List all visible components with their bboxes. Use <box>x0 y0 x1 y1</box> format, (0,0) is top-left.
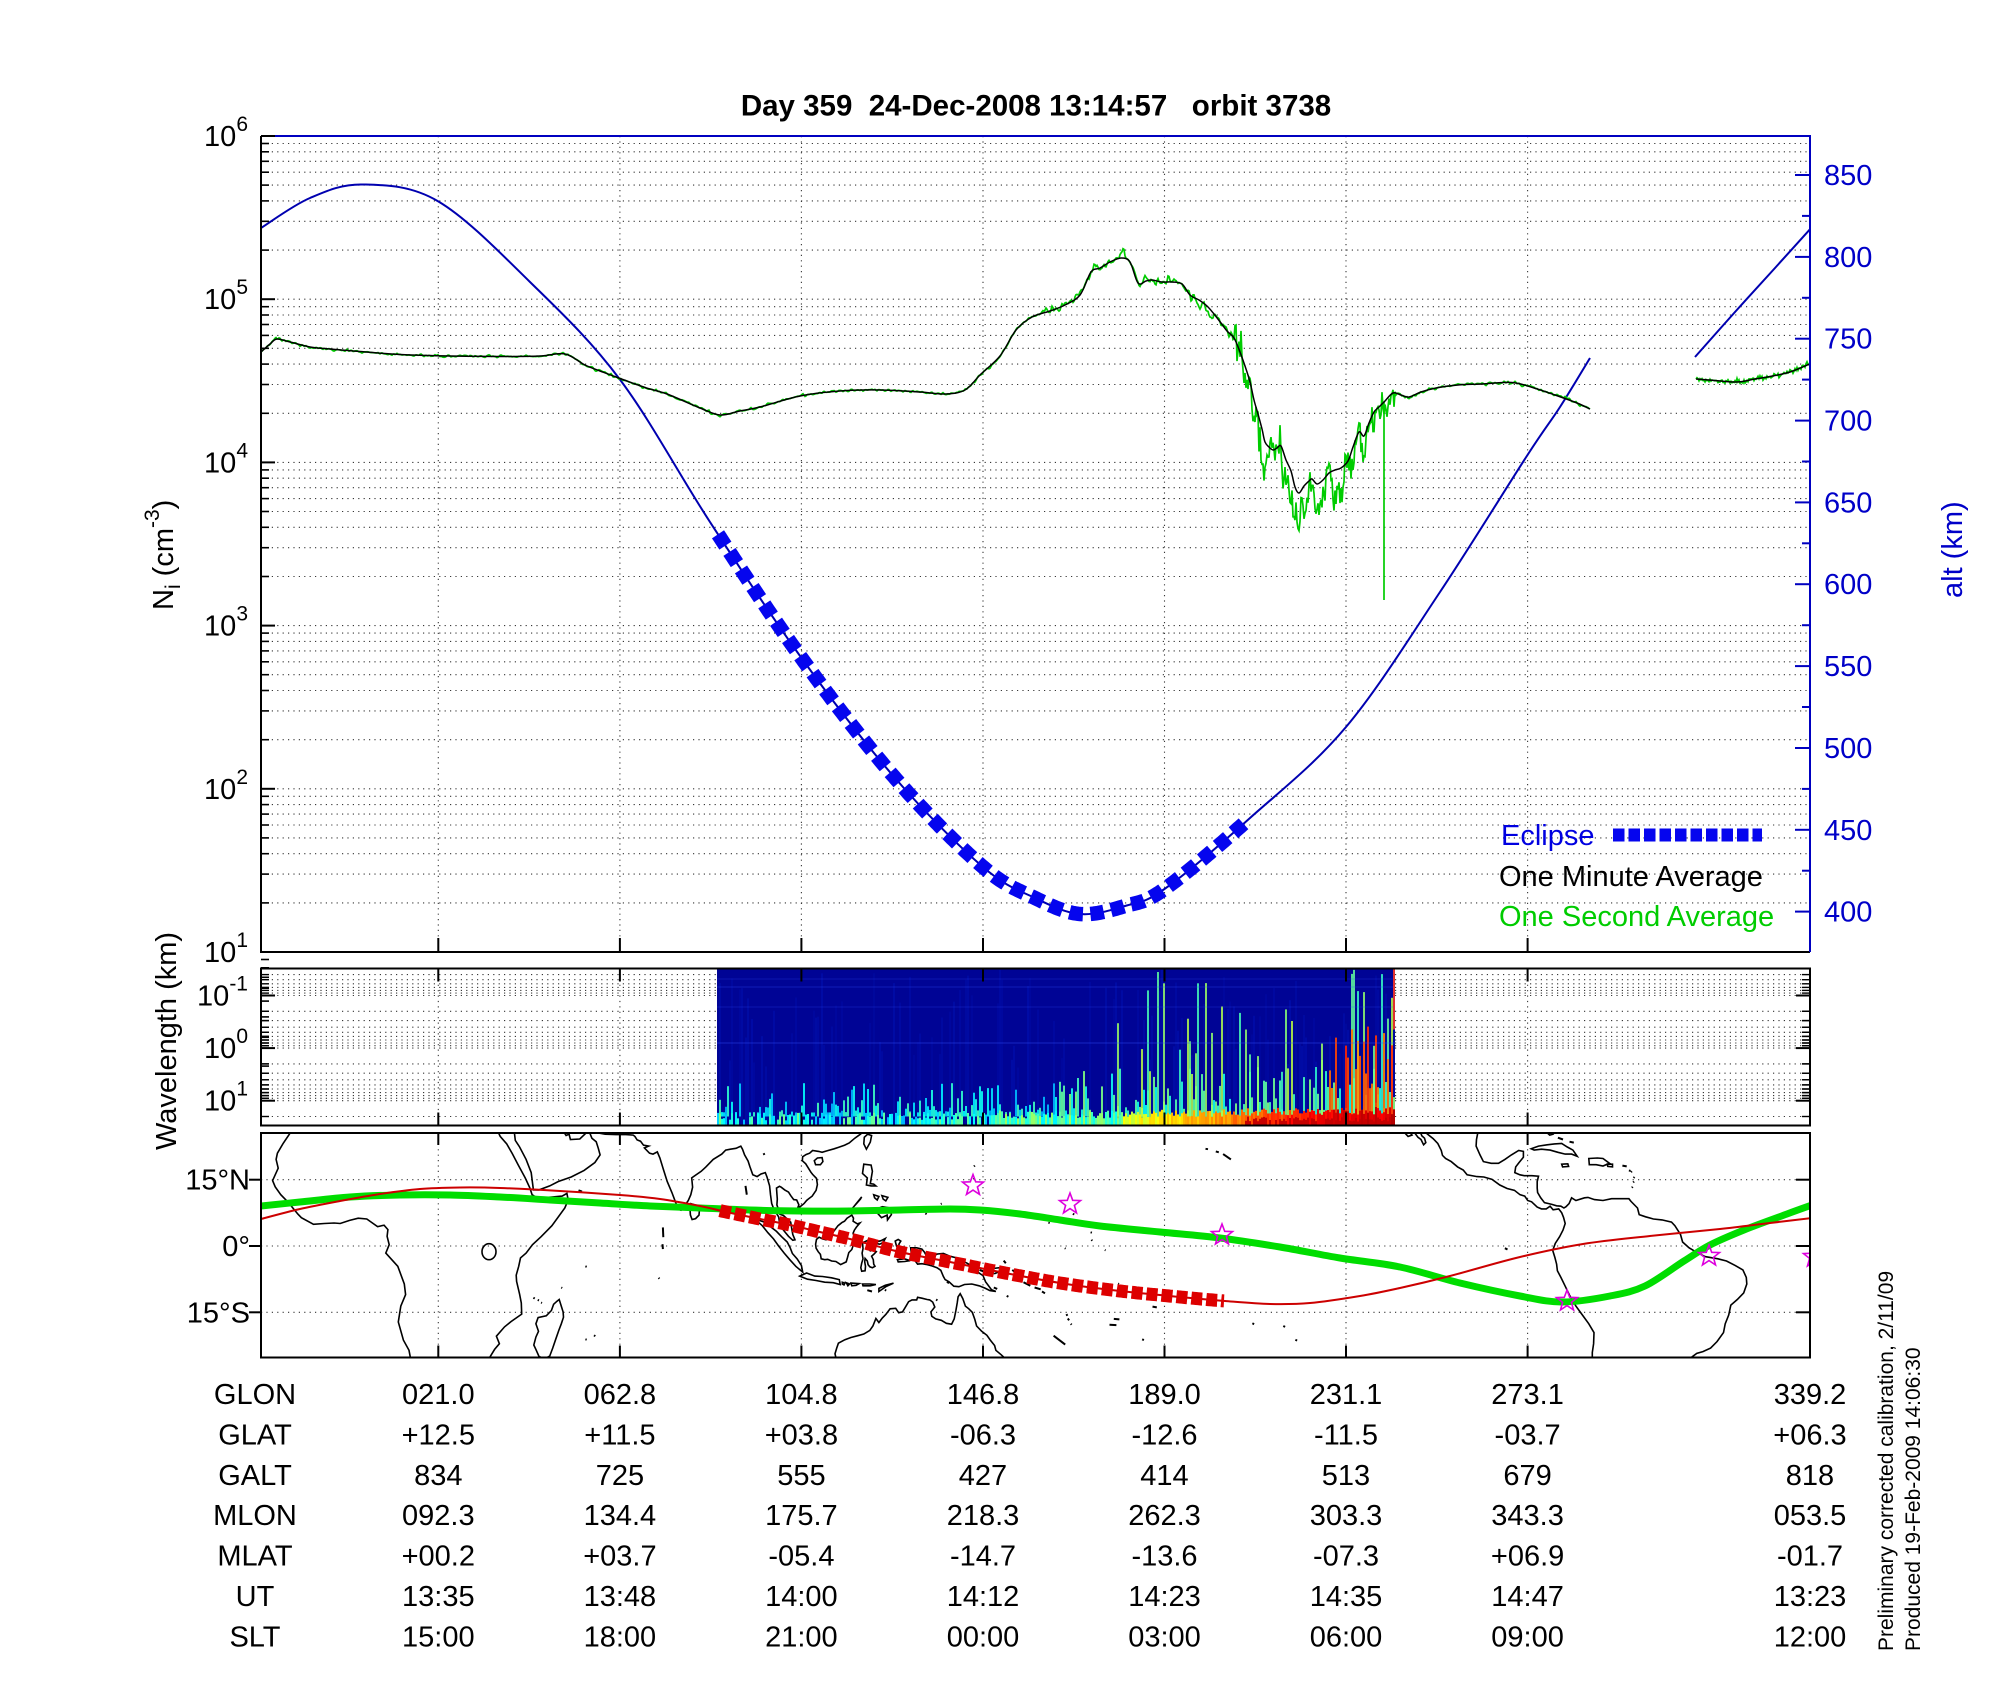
svg-text:Day 359 24-Dec-2008 13:14:57: Day 359 24-Dec-2008 13:14:57 orbit 3738 <box>741 90 1331 123</box>
svg-text:427: 427 <box>959 1460 1007 1492</box>
svg-text:SLT: SLT <box>229 1621 280 1653</box>
svg-text:-05.4: -05.4 <box>768 1541 834 1573</box>
svg-text:One Second Average: One Second Average <box>1499 901 1774 933</box>
svg-text:-06.3: -06.3 <box>950 1419 1016 1451</box>
svg-text:834: 834 <box>414 1460 462 1492</box>
svg-text:+03.7: +03.7 <box>583 1541 656 1573</box>
svg-text:Eclipse: Eclipse <box>1501 820 1595 852</box>
svg-text:850: 850 <box>1824 160 1872 192</box>
svg-text:0°: 0° <box>222 1231 250 1263</box>
svg-text:15°S: 15°S <box>187 1297 250 1329</box>
svg-text:134.4: 134.4 <box>584 1500 657 1532</box>
svg-text:650: 650 <box>1824 487 1872 519</box>
svg-text:062.8: 062.8 <box>584 1379 657 1411</box>
svg-text:13:48: 13:48 <box>584 1581 657 1613</box>
svg-text:14:00: 14:00 <box>765 1581 838 1613</box>
svg-text:MLON: MLON <box>213 1500 297 1532</box>
svg-text:15°N: 15°N <box>185 1165 250 1197</box>
svg-text:GLON: GLON <box>214 1379 296 1411</box>
svg-text:+03.8: +03.8 <box>765 1419 838 1451</box>
svg-text:+11.5: +11.5 <box>584 1419 655 1451</box>
svg-text:15:00: 15:00 <box>402 1621 475 1653</box>
svg-text:18:00: 18:00 <box>584 1621 657 1653</box>
svg-text:MLAT: MLAT <box>217 1541 292 1573</box>
svg-text:262.3: 262.3 <box>1128 1500 1201 1532</box>
svg-text:104.8: 104.8 <box>765 1379 838 1411</box>
svg-text:500: 500 <box>1824 733 1872 765</box>
svg-text:725: 725 <box>596 1460 644 1492</box>
svg-text:700: 700 <box>1824 406 1872 438</box>
svg-text:14:35: 14:35 <box>1310 1581 1383 1613</box>
svg-text:21:00: 21:00 <box>765 1621 838 1653</box>
svg-text:GLAT: GLAT <box>218 1419 292 1451</box>
svg-text:09:00: 09:00 <box>1491 1621 1564 1653</box>
svg-text:+00.2: +00.2 <box>402 1541 475 1573</box>
svg-text:679: 679 <box>1503 1460 1551 1492</box>
svg-text:800: 800 <box>1824 242 1872 274</box>
svg-text:Preliminary corrected calibrat: Preliminary corrected calibration, 2/11/… <box>1875 1271 1898 1651</box>
svg-text:-13.6: -13.6 <box>1131 1541 1197 1573</box>
svg-text:146.8: 146.8 <box>947 1379 1020 1411</box>
svg-text:021.0: 021.0 <box>402 1379 475 1411</box>
svg-text:189.0: 189.0 <box>1128 1379 1201 1411</box>
svg-text:12:00: 12:00 <box>1774 1621 1847 1653</box>
svg-text:+06.3: +06.3 <box>1773 1419 1846 1451</box>
svg-text:-12.6: -12.6 <box>1131 1419 1197 1451</box>
svg-text:One Minute Average: One Minute Average <box>1499 861 1763 893</box>
svg-text:750: 750 <box>1824 324 1872 356</box>
svg-text:14:23: 14:23 <box>1128 1581 1201 1613</box>
svg-text:339.2: 339.2 <box>1774 1379 1847 1411</box>
svg-text:343.3: 343.3 <box>1491 1500 1564 1532</box>
svg-text:14:12: 14:12 <box>947 1581 1020 1613</box>
svg-text:-11.5: -11.5 <box>1314 1419 1378 1451</box>
svg-text:-14.7: -14.7 <box>950 1541 1016 1573</box>
svg-text:06:00: 06:00 <box>1310 1621 1383 1653</box>
svg-text:092.3: 092.3 <box>402 1500 475 1532</box>
svg-text:600: 600 <box>1824 569 1872 601</box>
svg-text:Produced 19-Feb-2009 14:06:30: Produced 19-Feb-2009 14:06:30 <box>1902 1347 1925 1651</box>
svg-text:alt (km): alt (km) <box>1937 501 1969 598</box>
svg-text:555: 555 <box>777 1460 825 1492</box>
svg-text:13:35: 13:35 <box>402 1581 475 1613</box>
svg-text:03:00: 03:00 <box>1128 1621 1201 1653</box>
svg-text:-03.7: -03.7 <box>1495 1419 1561 1451</box>
svg-text:Wavelength (km): Wavelength (km) <box>151 932 183 1150</box>
svg-text:-07.3: -07.3 <box>1313 1541 1379 1573</box>
svg-text:13:23: 13:23 <box>1774 1581 1847 1613</box>
svg-text:00:00: 00:00 <box>947 1621 1020 1653</box>
svg-text:UT: UT <box>236 1581 275 1613</box>
svg-text:+06.9: +06.9 <box>1491 1541 1564 1573</box>
svg-text:550: 550 <box>1824 651 1872 683</box>
svg-text:273.1: 273.1 <box>1491 1379 1564 1411</box>
svg-text:+12.5: +12.5 <box>402 1419 475 1451</box>
svg-text:303.3: 303.3 <box>1310 1500 1383 1532</box>
svg-text:14:47: 14:47 <box>1491 1581 1564 1613</box>
svg-text:175.7: 175.7 <box>765 1500 838 1532</box>
svg-text:GALT: GALT <box>218 1460 292 1492</box>
svg-text:053.5: 053.5 <box>1774 1500 1847 1532</box>
svg-text:818: 818 <box>1786 1460 1834 1492</box>
svg-text:513: 513 <box>1322 1460 1370 1492</box>
svg-text:218.3: 218.3 <box>947 1500 1020 1532</box>
svg-text:-01.7: -01.7 <box>1777 1541 1843 1573</box>
svg-text:450: 450 <box>1824 815 1872 847</box>
svg-text:400: 400 <box>1824 897 1872 929</box>
svg-text:231.1: 231.1 <box>1310 1379 1383 1411</box>
svg-text:414: 414 <box>1140 1460 1188 1492</box>
